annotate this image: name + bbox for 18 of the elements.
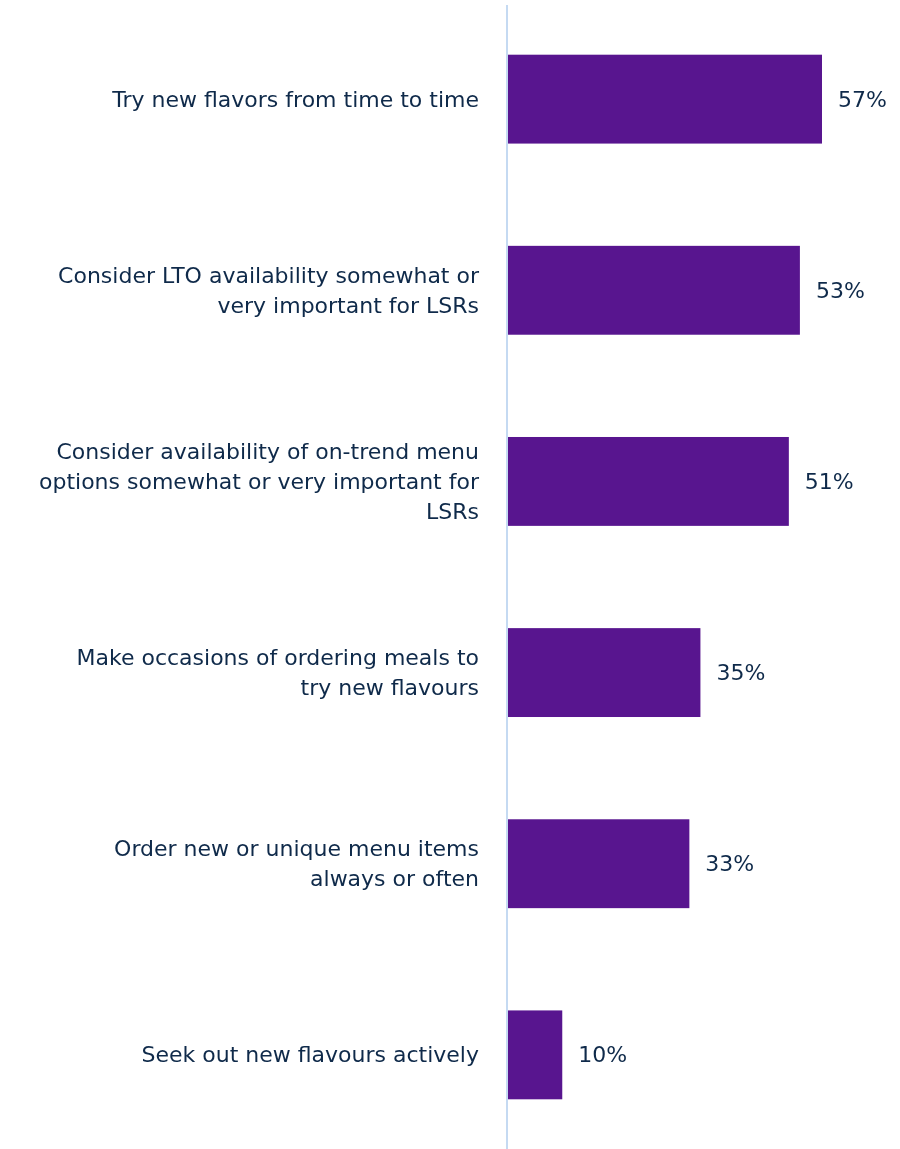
data-label: 51% xyxy=(804,468,854,494)
bar xyxy=(507,819,690,909)
y-tick-label: Make occasions of ordering meals to try new flavours xyxy=(76,645,479,701)
bar xyxy=(507,245,800,335)
bar xyxy=(507,436,789,526)
y-tick-label: Consider LTO availability somewhat or very important for LSRs xyxy=(58,262,480,318)
y-tick-label: Seek out new flavours actively xyxy=(141,1042,479,1068)
data-label: 33% xyxy=(705,851,755,877)
bar xyxy=(507,54,822,144)
data-label: 35% xyxy=(716,660,766,686)
data-label: 10% xyxy=(578,1042,628,1068)
bar xyxy=(507,628,701,718)
data-label: 57% xyxy=(838,86,887,112)
y-tick-label: Try new flavors from time to time xyxy=(111,86,479,112)
bar xyxy=(507,1010,563,1100)
y-tick-label: Consider availability of on-trend menu options somewhat or very important for LSRs xyxy=(39,438,480,524)
data-label: 53% xyxy=(815,277,865,303)
y-tick-label: Order new or unique menu items always or often xyxy=(114,836,479,892)
